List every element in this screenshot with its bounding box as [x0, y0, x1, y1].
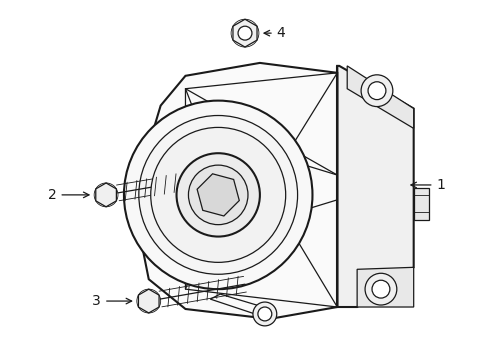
- Circle shape: [258, 307, 272, 321]
- Circle shape: [151, 127, 286, 262]
- Text: 3: 3: [93, 294, 132, 308]
- Circle shape: [139, 116, 297, 274]
- Text: 4: 4: [264, 26, 286, 40]
- Circle shape: [253, 302, 277, 326]
- Polygon shape: [347, 66, 414, 129]
- Circle shape: [365, 273, 397, 305]
- Circle shape: [189, 165, 248, 225]
- Polygon shape: [337, 66, 414, 307]
- Polygon shape: [139, 289, 159, 313]
- Polygon shape: [143, 63, 337, 319]
- Circle shape: [124, 100, 313, 289]
- Polygon shape: [96, 183, 117, 207]
- Text: 1: 1: [411, 178, 445, 192]
- Polygon shape: [197, 174, 239, 216]
- Circle shape: [238, 26, 252, 40]
- Polygon shape: [233, 19, 257, 47]
- Circle shape: [372, 280, 390, 298]
- Polygon shape: [357, 267, 414, 307]
- Polygon shape: [414, 188, 429, 220]
- Circle shape: [368, 82, 386, 100]
- Circle shape: [361, 75, 393, 107]
- Circle shape: [176, 153, 260, 237]
- Text: 2: 2: [48, 188, 89, 202]
